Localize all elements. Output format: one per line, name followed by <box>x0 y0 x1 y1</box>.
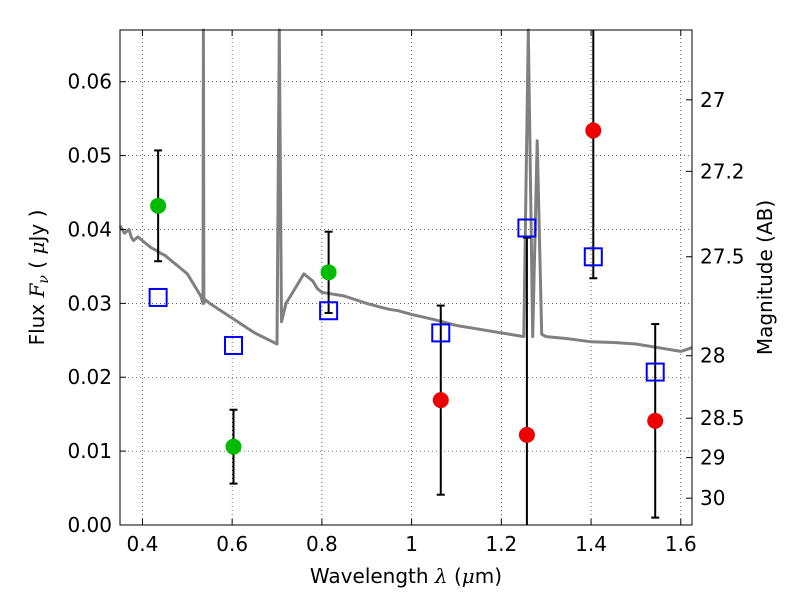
photometry-markers <box>148 122 665 455</box>
detection-marker <box>320 264 337 281</box>
x-tick-label: 1 <box>405 532 418 556</box>
spectrum-line <box>118 28 693 353</box>
y2-tick-label: 29 <box>700 446 725 470</box>
x-tick-label: 1.6 <box>665 532 697 556</box>
grid-lines <box>120 30 692 526</box>
y-tick-label: 0.00 <box>67 513 112 537</box>
model-marker <box>583 247 603 267</box>
y2-tick-label: 30 <box>700 486 725 510</box>
nondetection-marker <box>647 412 664 429</box>
model-marker <box>431 323 451 343</box>
spectrum-series <box>118 28 693 353</box>
detection-marker <box>225 438 242 455</box>
y2-tick-label: 27.2 <box>700 159 745 183</box>
x-axis-title: Wavelength λ (μm) <box>310 564 502 588</box>
model-marker <box>645 362 665 382</box>
x-tick-label: 0.4 <box>127 532 159 556</box>
x-tick-label: 1.2 <box>485 532 517 556</box>
nondetection-marker <box>518 426 535 443</box>
y-tick-label: 0.05 <box>67 144 112 168</box>
x-tick-label: 0.8 <box>306 532 338 556</box>
model-marker <box>319 301 339 321</box>
y-tick-label: 0.06 <box>67 70 112 94</box>
plot-frame <box>119 29 693 526</box>
axis-ticks: 0.4 0.6 0.8 1 1.2 1.4 1.6 0.00 0.01 0.02 0.03 0.04 0… <box>67 30 745 556</box>
y2-tick-label: 28.5 <box>700 406 745 430</box>
nondetection-marker <box>585 122 602 139</box>
detection-marker <box>150 197 167 214</box>
y2-axis-title: Magnitude (AB) <box>753 200 777 355</box>
model-marker <box>517 218 537 238</box>
y2-tick-label: 27 <box>700 88 725 112</box>
y-tick-label: 0.04 <box>67 217 112 241</box>
x-tick-label: 1.4 <box>575 532 607 556</box>
x-tick-label: 0.6 <box>216 532 248 556</box>
y2-tick-label: 28 <box>700 344 725 368</box>
y-tick-label: 0.01 <box>67 439 112 463</box>
y-axis-title: Flux Fν ( μJy ) <box>25 210 52 346</box>
nondetection-marker <box>432 392 449 409</box>
model-marker <box>224 335 244 355</box>
y2-tick-label: 27.5 <box>700 245 745 269</box>
y-tick-label: 0.03 <box>67 291 112 315</box>
y-tick-label: 0.02 <box>67 365 112 389</box>
model-marker <box>148 287 168 307</box>
